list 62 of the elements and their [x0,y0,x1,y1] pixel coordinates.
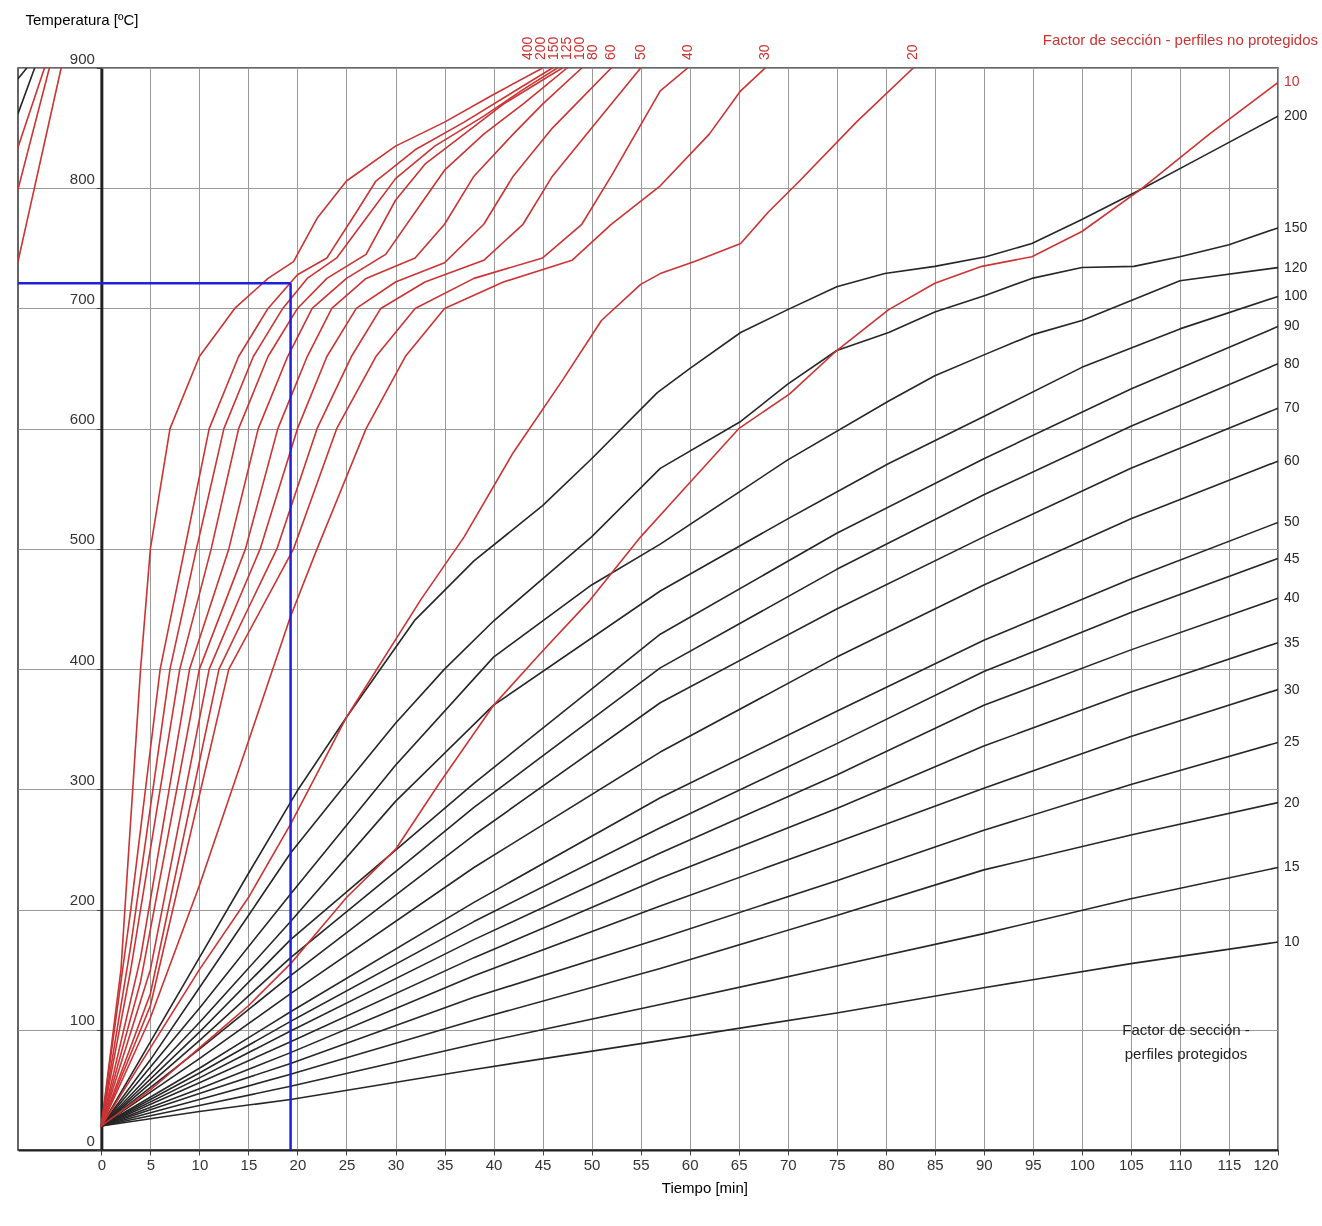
series-label: 45 [1284,549,1300,566]
text: 30 [756,44,773,60]
x-tick-label: 80 [877,1155,895,1173]
series-label: 35 [1284,633,1300,650]
x-tick-label: 35 [436,1155,454,1173]
x-tick-label: 120 [1253,1155,1279,1173]
series-label: 15 [1284,858,1300,875]
x-tick-label: 10 [191,1155,209,1173]
x-tick-label: 5 [146,1155,156,1173]
y-tick-label: 300 [69,770,95,788]
y-axis-title: Temperatura [ºC] [25,10,139,28]
x-tick-label: 90 [975,1155,993,1173]
series-label: 60 [1284,452,1300,469]
x-tick-label: 65 [730,1155,748,1173]
series-label: 10 [1284,73,1300,90]
series-label: 120 [1284,258,1308,275]
series-label: 70 [1284,399,1300,416]
y-tick-label: 800 [69,169,95,187]
text: 60 [602,44,619,60]
x-tick-label: 55 [632,1155,650,1173]
series-label: 80 [1284,354,1300,371]
text: 50 [631,44,648,60]
x-tick-label: 110 [1168,1155,1193,1173]
text: 20 [904,44,921,60]
x-tick-label: 40 [485,1155,503,1173]
series-label: 100 [1284,287,1308,304]
x-tick-label: 95 [1025,1155,1042,1173]
series-label: 40 [1284,589,1300,606]
text: Factor de sección - perfiles no protegidos [1042,31,1318,48]
x-tick-label: 20 [289,1155,307,1173]
x-tick-label: 100 [1069,1155,1095,1173]
text: 40 [678,44,695,60]
x-axis-title: Tiempo [min] [661,1178,748,1196]
series-label: 30 [1284,680,1300,697]
y-tick-label: 500 [69,530,95,548]
y-tick-label: 400 [69,650,95,668]
series-label: 90 [1284,317,1300,334]
x-tick-label: 85 [926,1155,944,1173]
series-label: 25 [1284,733,1300,750]
x-tick-label: 0 [97,1155,107,1173]
x-tick-label: 60 [681,1155,699,1173]
y-tick-label: 900 [69,49,95,67]
series-label: 150 [1284,218,1308,235]
x-tick-label: 45 [534,1155,552,1173]
y-tick-label: 100 [69,1011,95,1029]
x-tick-label: 15 [240,1155,258,1173]
x-tick-label: 115 [1217,1155,1242,1173]
series-label: 50 [1284,513,1300,530]
y-tick-label: 700 [69,289,95,307]
x-tick-label: 75 [828,1155,846,1173]
x-tick-label: 50 [583,1155,601,1173]
y-tick-label: 600 [69,410,95,428]
x-tick-label: 25 [338,1155,356,1173]
y-tick-label: 0 [86,1131,95,1149]
x-tick-label: 30 [387,1155,405,1173]
y-tick-label: 200 [69,891,95,909]
annotation: Factor de sección - perfiles protegidos [1122,1021,1250,1062]
x-tick-label: 70 [779,1155,797,1173]
series-label: 20 [1284,793,1300,810]
x-tick-label: 105 [1118,1155,1144,1173]
series-label: 200 [1284,107,1308,124]
series-label: 10 [1284,933,1300,950]
